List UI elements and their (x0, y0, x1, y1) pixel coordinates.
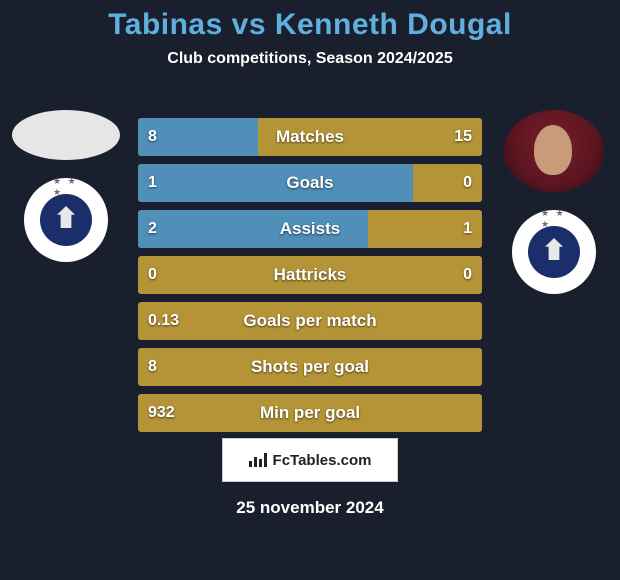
bars-icon (249, 453, 267, 467)
metric-label: Shots per goal (138, 357, 482, 377)
left-club-badge (24, 178, 108, 262)
page-subtitle: Club competitions, Season 2024/2025 (0, 50, 620, 68)
metric-row: 8Shots per goal (138, 348, 482, 386)
page-title: Tabinas vs Kenneth Dougal (0, 0, 620, 42)
metric-row: 00Hattricks (138, 256, 482, 294)
club-crest-icon (40, 194, 92, 246)
metric-label: Goals per match (138, 311, 482, 331)
metric-row: 932Min per goal (138, 394, 482, 432)
right-club-badge (512, 210, 596, 294)
right-player-avatar (504, 110, 604, 192)
left-player-column (6, 110, 126, 262)
metric-label: Assists (138, 219, 482, 239)
club-crest-icon (528, 226, 580, 278)
metric-label: Matches (138, 127, 482, 147)
logo-text: FcTables.com (273, 452, 372, 469)
metric-label: Hattricks (138, 265, 482, 285)
right-player-column (494, 110, 614, 294)
metric-row: 10Goals (138, 164, 482, 202)
metric-label: Min per goal (138, 403, 482, 423)
site-logo: FcTables.com (222, 438, 398, 482)
metric-label: Goals (138, 173, 482, 193)
metric-row: 815Matches (138, 118, 482, 156)
left-player-avatar (12, 110, 120, 160)
metric-row: 21Assists (138, 210, 482, 248)
date-label: 25 november 2024 (0, 498, 620, 518)
comparison-bars: 815Matches 10Goals 21Assists 00Hattricks 0.1… (138, 118, 482, 440)
metric-row: 0.13Goals per match (138, 302, 482, 340)
